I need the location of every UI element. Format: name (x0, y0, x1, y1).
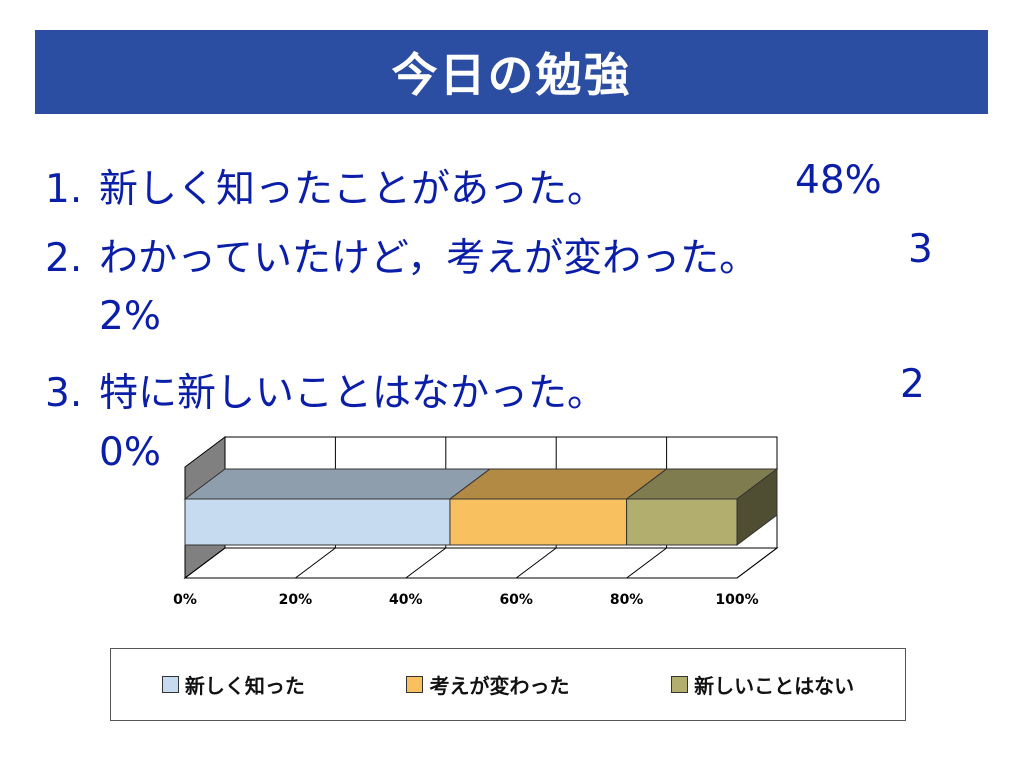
chart-floor-gridline (184, 547, 226, 579)
list-item-text: わかっていたけど，考えが変わった。 (99, 236, 759, 281)
legend-label: 考えが変わった (429, 674, 570, 698)
chart-floor-gridline (295, 547, 336, 579)
legend-item-3: 新しいことはない (671, 670, 854, 699)
x-tick-label: 80% (610, 592, 644, 608)
list-item-text: 特に新しいことはなかった。 (99, 371, 607, 416)
list-item-1: 1. 新しく知ったことがあった。 (45, 158, 606, 214)
legend-item-1: 新しく知った (161, 670, 305, 699)
chart-floor-gridline (405, 547, 447, 579)
x-tick-label: 0% (173, 592, 197, 608)
list-item-3-percent-part2: 0% (99, 430, 161, 475)
list-item-number: 3. (45, 371, 83, 416)
bar-segment-side (736, 468, 778, 546)
list-item-number: 1. (45, 167, 83, 212)
chart-floor-gridline (626, 547, 667, 579)
chart-floor-gridline (736, 547, 778, 579)
list-item-number: 2. (45, 236, 83, 281)
chart-legend: 新しく知った 考えが変わった 新しいことはない (110, 648, 906, 721)
bar-segment-top (183, 468, 492, 500)
bar-segment (449, 498, 628, 546)
list-item-2-percent-part2: 2% (99, 294, 161, 339)
list-item-text: 新しく知ったことがあった。 (99, 167, 607, 212)
bar-segment (626, 498, 738, 546)
bar-segment (184, 498, 451, 546)
x-tick-label: 40% (389, 592, 423, 608)
legend-item-2: 考えが変わった (406, 670, 569, 699)
legend-swatch (406, 676, 424, 693)
legend-label: 新しく知った (184, 674, 305, 698)
legend-swatch (671, 676, 689, 693)
legend-swatch (161, 676, 179, 693)
chart-floor (183, 547, 779, 579)
list-item-2-percent-part1: 3 (908, 227, 933, 272)
list-item-3: 3. 特に新しいことはなかった。 (45, 362, 606, 418)
slide-title: 今日の勉強 (35, 30, 988, 114)
list-item-3-percent-part1: 2 (900, 362, 925, 407)
list-item-1-percent: 48% (795, 158, 882, 203)
legend-label: 新しいことはない (694, 674, 855, 698)
list-item-2: 2. わかっていたけど，考えが変わった。 (45, 227, 758, 283)
x-tick-label: 60% (499, 592, 533, 608)
x-tick-label: 100% (715, 592, 758, 608)
chart-floor-gridline (515, 547, 557, 579)
x-tick-label: 20% (279, 592, 313, 608)
